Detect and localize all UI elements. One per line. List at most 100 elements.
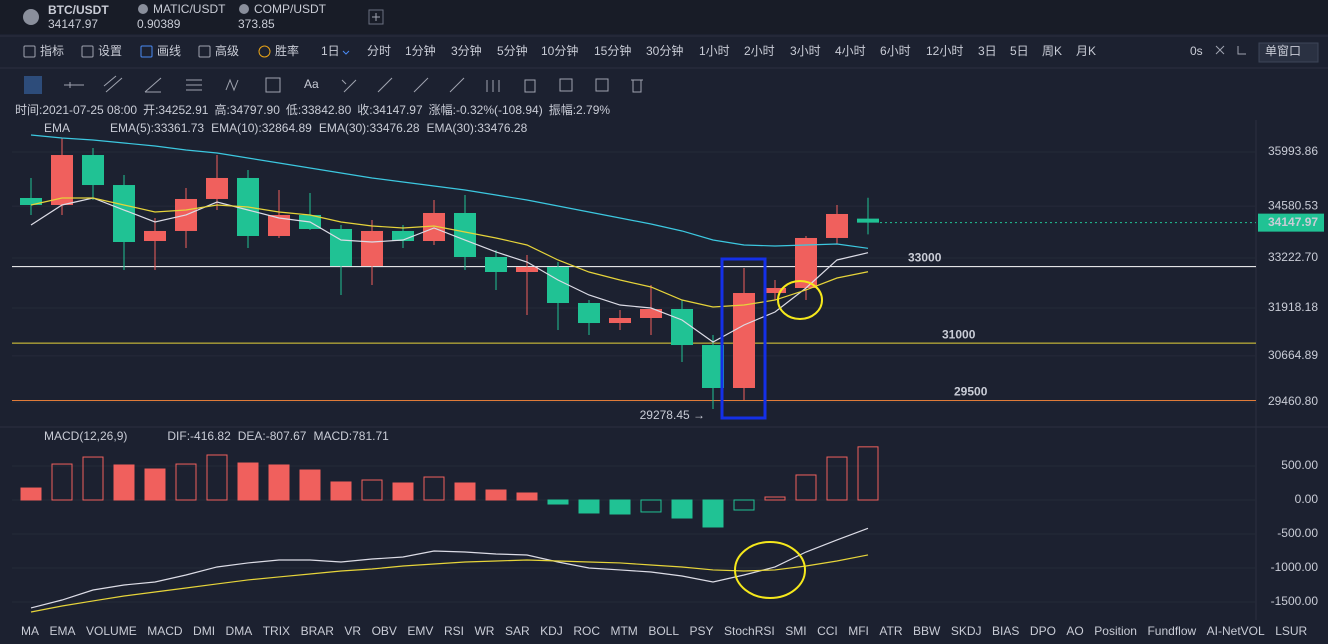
- period-button[interactable]: 12小时: [926, 44, 963, 58]
- indicator-tab[interactable]: StochRSI: [724, 624, 775, 638]
- macd-bar: [392, 482, 414, 501]
- indicator-tab[interactable]: BBW: [913, 624, 941, 638]
- indicator-tab[interactable]: MACD: [147, 624, 183, 638]
- macd-bar: [764, 496, 786, 501]
- tool-button[interactable]: 设置: [98, 44, 122, 58]
- period-button[interactable]: 3分钟: [451, 43, 482, 58]
- tool-button[interactable]: 高级: [215, 43, 239, 58]
- period-button[interactable]: 15分钟: [594, 43, 631, 58]
- period-button[interactable]: 4小时: [835, 44, 866, 58]
- period-button[interactable]: 3小时: [790, 44, 821, 58]
- indicator-tab[interactable]: SKDJ: [951, 624, 982, 638]
- tab-price: 373.85: [238, 17, 275, 31]
- indicator-tab[interactable]: ROC: [573, 624, 600, 638]
- macd-bar: [175, 463, 197, 501]
- legend-entry: MACD(12,26,9): [44, 429, 127, 443]
- period-button[interactable]: 30分钟: [646, 43, 683, 58]
- indicator-tab[interactable]: BIAS: [992, 624, 1019, 638]
- indicator-tab[interactable]: SAR: [505, 624, 530, 638]
- indicator-tab[interactable]: EMA: [50, 624, 76, 638]
- period-button[interactable]: 1分钟: [405, 43, 436, 58]
- indicator-tab[interactable]: RSI: [444, 624, 464, 638]
- indicator-tab[interactable]: DPO: [1030, 624, 1056, 638]
- tool-button[interactable]: 胜率: [275, 43, 299, 58]
- horizontal-line-label: 33000: [908, 251, 942, 265]
- window-select-label[interactable]: 单窗口: [1265, 44, 1301, 58]
- indicator-tab[interactable]: BRAR: [301, 624, 335, 638]
- indicator-tab[interactable]: VOLUME: [86, 624, 137, 638]
- tool-icon: [23, 45, 36, 58]
- macd-bar: [206, 454, 228, 501]
- indicator-tab[interactable]: VR: [344, 624, 361, 638]
- info-item: 收:34147.97: [357, 103, 423, 117]
- period-button[interactable]: 2小时: [744, 44, 775, 58]
- indicator-tab[interactable]: DMI: [193, 624, 215, 638]
- indicator-tab[interactable]: SMI: [785, 624, 806, 638]
- legend-entry: EMA(30):33476.28: [427, 121, 528, 135]
- candle-body: [392, 230, 414, 242]
- indicator-tab[interactable]: EMV: [407, 624, 433, 638]
- macd-bar: [640, 499, 662, 513]
- candle-body: [454, 212, 476, 258]
- y-tick-label: 0.00: [1295, 492, 1319, 506]
- macd-bar: [268, 464, 290, 501]
- tool-icon: [81, 45, 94, 58]
- indicator-line: [30, 197, 869, 343]
- indicator-tab[interactable]: WR: [474, 624, 494, 638]
- indicator-tab[interactable]: AI-NetVOL: [1207, 624, 1265, 638]
- indicator-tab[interactable]: DMA: [226, 624, 253, 638]
- tool-icon: [198, 45, 211, 58]
- add-tab[interactable]: [368, 9, 384, 25]
- indicator-tab[interactable]: KDJ: [540, 624, 563, 638]
- macd-bar: [144, 468, 166, 501]
- period-button[interactable]: 3日: [978, 44, 997, 58]
- indicator-tab[interactable]: MTM: [610, 624, 637, 638]
- indicator-tab[interactable]: Fundflow: [1147, 624, 1196, 638]
- marks: BTC/USDT34147.97MATIC/USDT0.90389COMP/US…: [12, 2, 1324, 638]
- indicator-tab[interactable]: MFI: [848, 624, 869, 638]
- candle-body: [640, 309, 662, 319]
- tool-button[interactable]: 画线: [157, 44, 181, 58]
- period-button[interactable]: 10分钟: [541, 43, 578, 58]
- tab-symbol[interactable]: MATIC/USDT: [153, 2, 226, 16]
- macd-bar: [113, 464, 135, 501]
- text-tool[interactable]: Aa: [304, 77, 319, 91]
- macd-bar: [485, 489, 507, 501]
- indicator-tab[interactable]: ATR: [879, 624, 902, 638]
- period-button[interactable]: 1小时: [699, 44, 730, 58]
- period-button[interactable]: 5日: [1010, 44, 1029, 58]
- candle-body: [733, 293, 755, 388]
- cursor-tool[interactable]: [24, 76, 42, 94]
- indicator-tab[interactable]: PSY: [690, 624, 714, 638]
- last-price-label: 34147.97: [1268, 215, 1318, 229]
- macd-bar: [51, 463, 73, 501]
- tool-button[interactable]: 指标: [40, 43, 64, 58]
- period-button[interactable]: 月K: [1076, 44, 1096, 58]
- indicator-tab[interactable]: LSUR: [1275, 624, 1307, 638]
- candle-body: [206, 177, 228, 199]
- indicator-tab[interactable]: BOLL: [648, 624, 679, 638]
- macd-bar: [609, 499, 631, 515]
- period-button[interactable]: 6小时: [880, 44, 911, 58]
- period-button[interactable]: 5分钟: [497, 43, 528, 58]
- indicator-tab[interactable]: CCI: [817, 624, 838, 638]
- macd-bar: [423, 476, 445, 501]
- y-tick-label: 35993.86: [1268, 144, 1318, 158]
- indicator-tab[interactable]: AO: [1066, 624, 1083, 638]
- window-select[interactable]: [1258, 42, 1319, 63]
- tab-symbol[interactable]: COMP/USDT: [254, 2, 327, 16]
- drawn-ellipse: [734, 541, 806, 599]
- period-button[interactable]: 分时: [367, 44, 391, 58]
- tab-symbol[interactable]: BTC/USDT: [48, 3, 109, 17]
- period-select[interactable]: 1日: [321, 44, 340, 58]
- draw-tool-icons: [64, 75, 643, 93]
- indicator-tab[interactable]: OBV: [372, 624, 397, 638]
- period-button[interactable]: 周K: [1042, 44, 1062, 58]
- macd-bar: [671, 499, 693, 519]
- macd-bar: [299, 469, 321, 501]
- info-item: 高:34797.90: [214, 102, 280, 117]
- indicator-tab[interactable]: TRIX: [263, 624, 290, 638]
- indicator-tab[interactable]: MA: [21, 624, 39, 638]
- indicator-tab[interactable]: Position: [1094, 624, 1137, 638]
